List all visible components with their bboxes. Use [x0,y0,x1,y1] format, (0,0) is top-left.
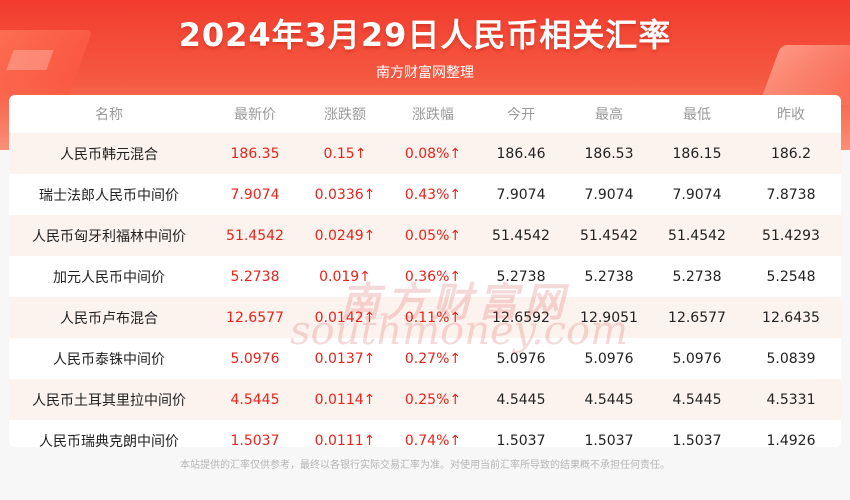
rate-prev-close: 4.5331 [741,379,841,420]
rate-latest: 7.9074 [230,186,280,203]
rate-change: 0.0111↑ [314,432,376,449]
rate-latest: 1.5037 [230,432,280,449]
rate-low: 4.5445 [653,379,741,420]
rate-high: 1.5037 [584,432,634,449]
column-header-prev-close: 昨收 [777,107,805,123]
rate-name: 人民币韩元混合 [9,133,209,174]
rate-low: 7.9074 [672,186,722,203]
table-row: 人民币韩元混合 186.35 0.15↑ 0.08%↑ 186.46 186.5… [9,133,841,174]
rate-latest: 5.2738 [230,268,280,285]
rate-low: 1.5037 [672,432,722,449]
rate-high: 4.5445 [565,379,653,420]
rate-name: 人民币泰铢中间价 [53,351,165,368]
rate-change-pct: 0.05%↑ [389,215,477,256]
column-header-high: 最高 [595,107,623,123]
rate-high: 186.53 [565,133,653,174]
table-row: 人民币匈牙利福林中间价 51.4542 0.0249↑ 0.05%↑ 51.45… [9,215,841,256]
column-header-name: 名称 [95,107,123,123]
rate-open: 186.46 [477,133,565,174]
rate-prev-close: 7.8738 [766,186,816,203]
rate-latest: 4.5445 [209,379,301,420]
page-title: 2024年3月29日人民币相关汇率 [178,16,672,54]
rate-change: 0.0336↑ [314,186,376,203]
column-header-latest: 最新价 [234,107,276,123]
rate-change: 0.15↑ [301,133,389,174]
rate-name: 人民币土耳其里拉中间价 [9,379,209,420]
rates-card: 名称 最新价 涨跌额 涨跌幅 今开 最高 最低 昨收 人民币韩元混合 186.3… [9,95,841,450]
rate-prev-close: 12.6435 [741,297,841,338]
rate-change-pct: 0.08%↑ [389,133,477,174]
rate-change: 0.0142↑ [301,297,389,338]
table-row: 人民币卢布混合 12.6577 0.0142↑ 0.11%↑ 12.6592 1… [9,297,841,338]
table-row: 人民币泰铢中间价 5.0976 0.0137↑ 0.27%↑ 5.0976 5.… [9,338,841,379]
rate-change-pct: 0.36%↑ [404,268,462,285]
rate-open: 5.0976 [496,350,546,367]
table-row: 人民币土耳其里拉中间价 4.5445 0.0114↑ 0.25%↑ 4.5445… [9,379,841,420]
rate-change-pct: 0.43%↑ [404,186,462,203]
rate-change: 0.019↑ [319,268,371,285]
rate-open: 51.4542 [477,215,565,256]
rate-name: 人民币匈牙利福林中间价 [9,215,209,256]
rate-change-pct: 0.27%↑ [404,350,462,367]
table-row: 加元人民币中间价 5.2738 0.019↑ 0.36%↑ 5.2738 5.2… [9,256,841,297]
exchange-rate-table: 名称 最新价 涨跌额 涨跌幅 今开 最高 最低 昨收 人民币韩元混合 186.3… [9,95,841,461]
rate-high: 12.9051 [565,297,653,338]
rate-name: 加元人民币中间价 [53,269,165,286]
rate-change-pct: 0.74%↑ [404,432,462,449]
rate-change-pct: 0.11%↑ [389,297,477,338]
rate-change: 0.0137↑ [314,350,376,367]
rate-prev-close: 1.4926 [766,432,816,449]
footer-disclaimer: 本站提供的汇率仅供参考，最终以各银行实际交易汇率为准。对使用当前汇率所导致的结果… [180,460,670,471]
table-row: 人民币瑞典克朗中间价 1.5037 0.0111↑ 0.74%↑ 1.5037 … [9,420,841,461]
rate-name: 瑞士法郎人民币中间价 [39,187,179,204]
rate-prev-close: 186.2 [741,133,841,174]
rate-change-pct: 0.25%↑ [389,379,477,420]
rate-low: 5.2738 [672,268,722,285]
rate-name: 人民币瑞典克朗中间价 [39,433,179,450]
rate-open: 5.2738 [496,268,546,285]
rate-latest: 51.4542 [209,215,301,256]
rate-high: 7.9074 [584,186,634,203]
rate-change: 0.0249↑ [301,215,389,256]
rate-high: 5.0976 [584,350,634,367]
rate-low: 12.6577 [653,297,741,338]
rate-open: 4.5445 [477,379,565,420]
rate-low: 186.15 [653,133,741,174]
rate-name: 人民币卢布混合 [9,297,209,338]
table-row: 瑞士法郎人民币中间价 7.9074 0.0336↑ 0.43%↑ 7.9074 … [9,174,841,215]
page-subtitle: 南方财富网整理 [376,65,474,81]
column-header-change: 涨跌额 [324,107,366,123]
rate-prev-close: 51.4293 [741,215,841,256]
rate-high: 5.2738 [584,268,634,285]
table-header-row: 名称 最新价 涨跌额 涨跌幅 今开 最高 最低 昨收 [9,95,841,133]
rate-open: 1.5037 [496,432,546,449]
rate-change: 0.0114↑ [301,379,389,420]
rate-open: 12.6592 [477,297,565,338]
column-header-change-pct: 涨跌幅 [412,107,454,123]
rate-latest: 12.6577 [209,297,301,338]
rate-high: 51.4542 [565,215,653,256]
rate-prev-close: 5.2548 [766,268,816,285]
column-header-open: 今开 [507,107,535,123]
rate-open: 7.9074 [496,186,546,203]
rate-low: 5.0976 [672,350,722,367]
rate-low: 51.4542 [653,215,741,256]
rate-latest: 5.0976 [230,350,280,367]
rate-latest: 186.35 [209,133,301,174]
column-header-low: 最低 [683,107,711,123]
rate-prev-close: 5.0839 [766,350,816,367]
